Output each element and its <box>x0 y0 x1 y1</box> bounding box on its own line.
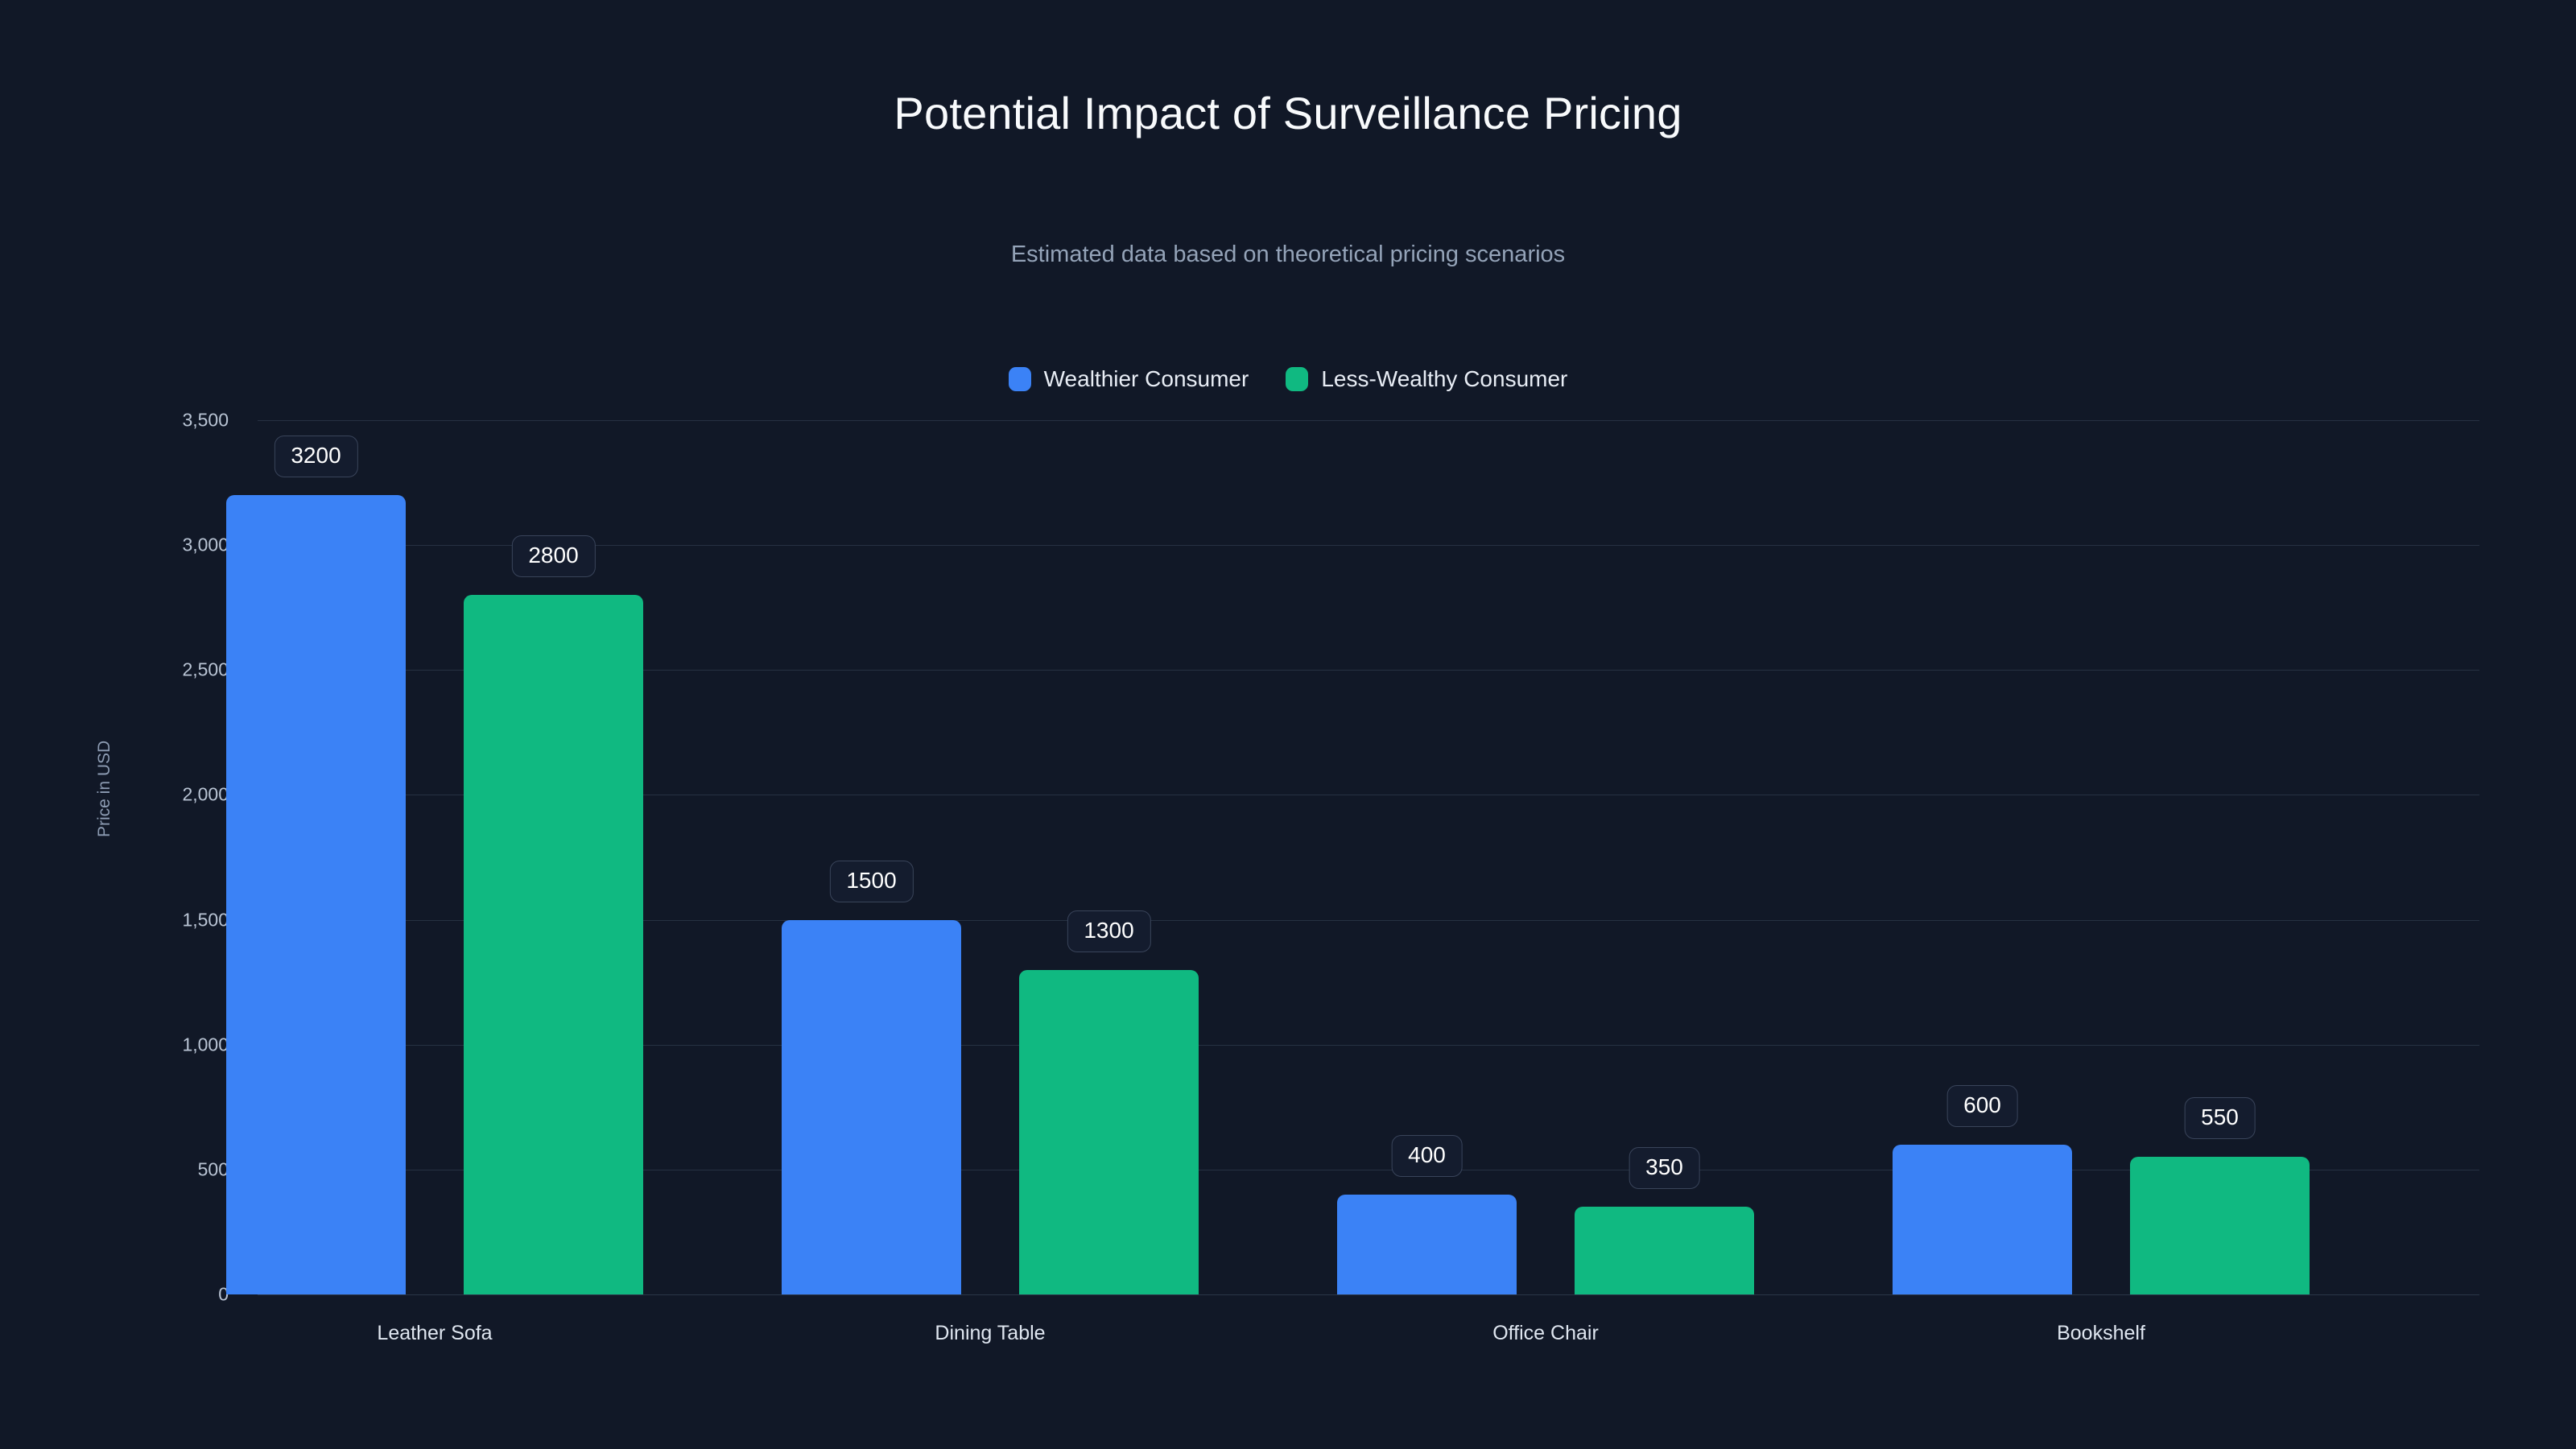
chart-legend: Wealthier Consumer Less-Wealthy Consumer <box>0 366 2576 392</box>
bar[interactable] <box>464 595 643 1294</box>
y-axis-title: Price in USD <box>95 740 114 837</box>
bar[interactable] <box>1575 1207 1754 1294</box>
chart-subtitle: Estimated data based on theoretical pric… <box>1010 242 1566 267</box>
bar-value-label: 2800 <box>511 535 596 578</box>
bar-value-label: 550 <box>2184 1097 2256 1140</box>
gridline <box>258 1044 2479 1046</box>
legend-item[interactable]: Less-Wealthy Consumer <box>1286 366 1567 392</box>
y-axis-tick-label: 0 <box>218 1283 229 1305</box>
x-axis-category-label: Dining Table <box>935 1322 1046 1344</box>
legend-swatch-icon <box>1008 367 1031 391</box>
y-axis-tick-label: 1,500 <box>182 909 229 931</box>
bar-value-label: 1500 <box>829 860 914 902</box>
x-axis-category-label: Bookshelf <box>2057 1322 2145 1344</box>
bar[interactable] <box>2130 1157 2310 1294</box>
legend-item[interactable]: Wealthier Consumer <box>1008 366 1249 392</box>
legend-swatch-icon <box>1286 367 1309 391</box>
y-axis-tick-label: 500 <box>197 1158 229 1180</box>
legend-item-label: Wealthier Consumer <box>1043 366 1249 391</box>
bar[interactable] <box>226 495 406 1294</box>
bar-value-label: 600 <box>1946 1084 2018 1127</box>
bar-value-label: 400 <box>1391 1134 1463 1177</box>
x-axis-category-label: Leather Sofa <box>377 1322 493 1344</box>
gridline <box>258 545 2479 547</box>
x-axis-category-label: Office Chair <box>1492 1322 1599 1344</box>
page-title: Potential Impact of Surveillance Pricing <box>894 88 1682 138</box>
y-axis-tick-label: 3,500 <box>182 409 229 431</box>
y-axis-tick-label: 2,500 <box>182 658 229 680</box>
gridline <box>258 420 2479 421</box>
y-axis-tick-label: 2,000 <box>182 783 229 805</box>
y-axis-tick-label: 1,000 <box>182 1034 229 1055</box>
bar-value-label: 350 <box>1629 1147 1700 1190</box>
bar[interactable] <box>1019 969 1199 1294</box>
legend-item-label: Less-Wealthy Consumer <box>1321 366 1568 391</box>
bar-value-label: 3200 <box>274 436 358 478</box>
plot-area: 0 500 1,000 1,500 2,000 2,500 3,000 3,500 3200 28… <box>182 410 2479 1344</box>
gridline <box>258 1294 2479 1295</box>
bar[interactable] <box>1893 1144 2072 1294</box>
gridline <box>258 919 2479 921</box>
bar[interactable] <box>1337 1194 1517 1294</box>
bar[interactable] <box>782 919 961 1294</box>
gridline <box>258 670 2479 671</box>
y-axis-tick-label: 3,000 <box>182 534 229 555</box>
bar-value-label: 1300 <box>1067 910 1151 952</box>
